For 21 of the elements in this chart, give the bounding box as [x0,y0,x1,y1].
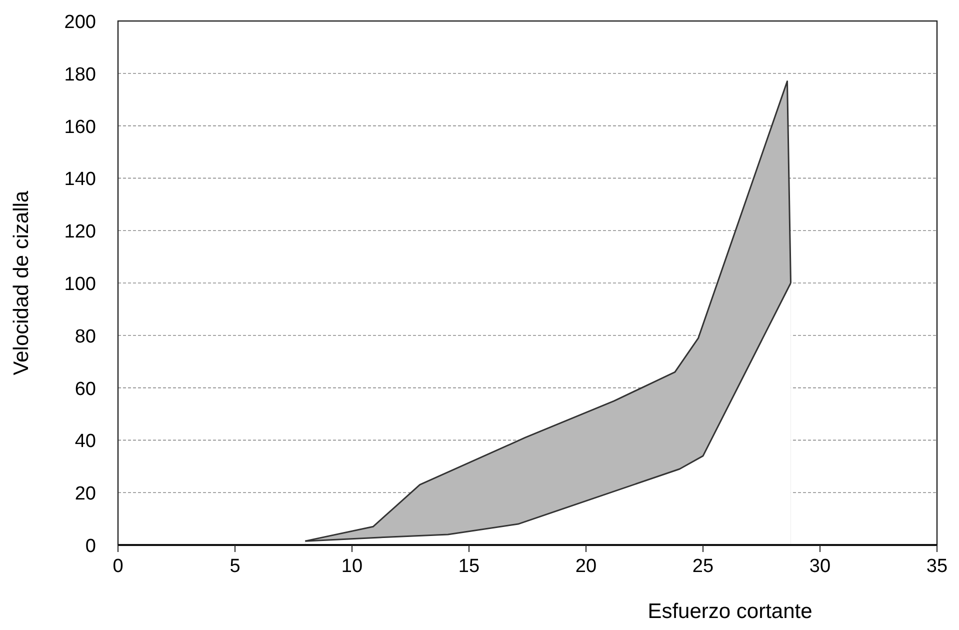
y-axis-title: Velocidad de cizalla [10,190,33,376]
x-tick-label: 30 [809,556,831,577]
y-tick-label: 60 [74,378,96,400]
y-tick-label: 0 [85,536,96,557]
y-tick-label: 160 [64,116,96,138]
x-tick-label: 10 [341,556,363,577]
x-tick-label: 35 [926,556,948,577]
x-tick-label: 5 [230,556,240,577]
x-tick-label: 15 [458,556,480,577]
y-tick-label: 180 [64,64,96,86]
x-axis-title: Esfuerzo cortante [648,600,812,623]
y-tick-label: 80 [74,326,96,348]
y-tick-label: 120 [64,222,96,243]
y-tick-label: 200 [64,12,96,33]
y-tick-label: 100 [64,274,96,295]
y-tick-label: 20 [74,484,96,505]
x-tick-label: 0 [112,556,124,577]
x-tick-label: 25 [692,556,714,577]
y-tick-label: 140 [64,169,96,190]
y-tick-label: 40 [74,431,96,452]
x-tick-label: 20 [575,556,597,577]
